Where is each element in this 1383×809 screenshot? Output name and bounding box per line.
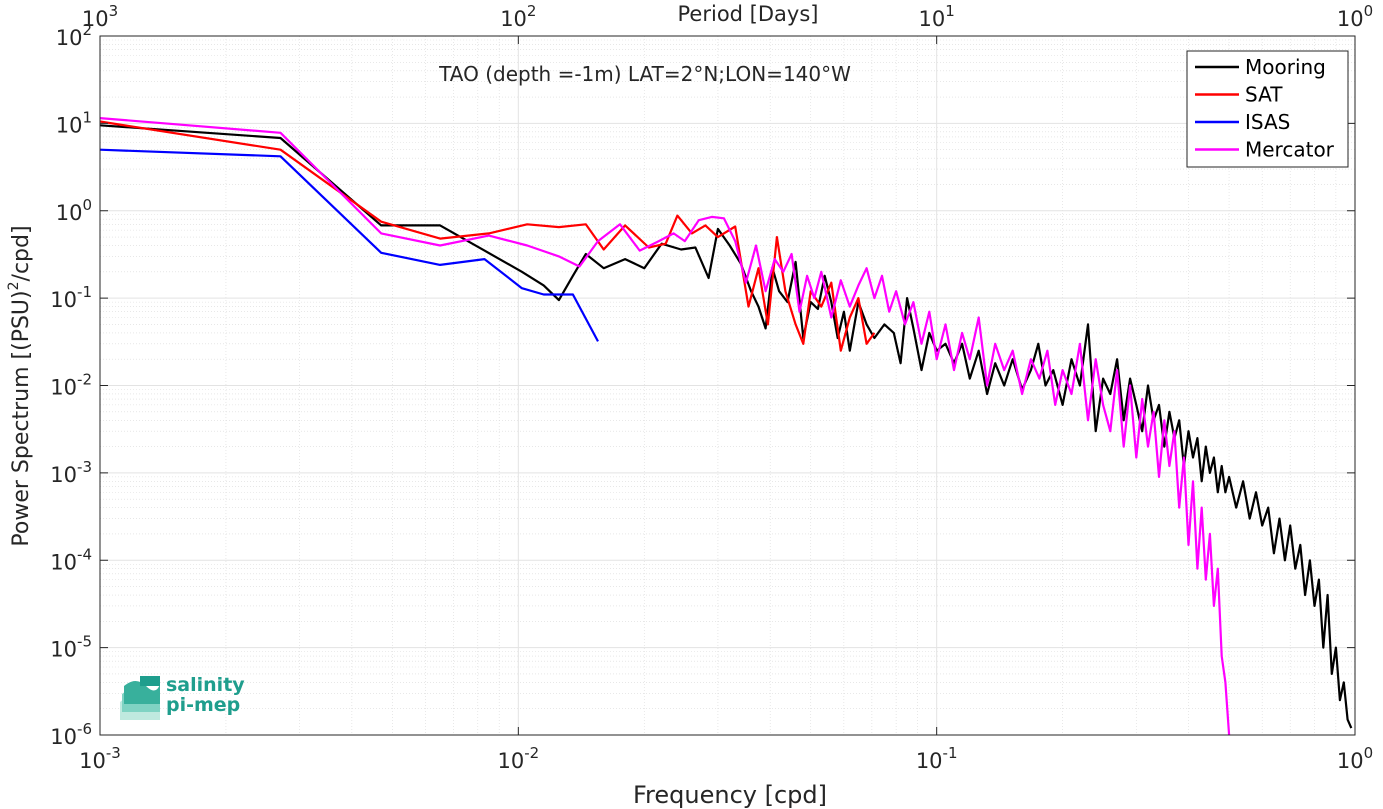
y-tick-label-base: 10 (50, 638, 77, 662)
top-tick-label-exp: 0 (1364, 2, 1374, 20)
legend: Mooring SAT ISAS Mercator (1186, 50, 1349, 168)
y-tick-label: 10-5 (50, 633, 92, 662)
top-tick-label: 102 (500, 2, 536, 31)
series-line-isas (99, 148, 599, 342)
logo-line1: salinity (166, 674, 245, 696)
y-tick-label-base: 10 (50, 725, 77, 749)
y-axis-title-sup: 2 (6, 281, 22, 290)
y-tick-label-exp: -6 (77, 720, 92, 738)
y-tick-label: 10-3 (50, 458, 92, 487)
top-tick-label: 100 (1337, 2, 1373, 31)
x-tick-label-exp: -3 (106, 744, 121, 762)
y-tick-label: 10-2 (50, 371, 92, 400)
x-tick-label-base: 10 (79, 749, 106, 773)
y-tick-label-exp: 0 (82, 196, 92, 214)
legend-label-mercator: Mercator (1245, 138, 1335, 162)
y-tick-label-exp: -1 (77, 283, 92, 301)
y-tick-label-base: 10 (50, 550, 77, 574)
x-tick-label-exp: -1 (943, 744, 958, 762)
legend-label-sat: SAT (1245, 83, 1283, 107)
y-tick-label-base: 10 (50, 376, 77, 400)
x-axis-title: Frequency [cpd] (633, 781, 827, 809)
y-tick-label-exp: -5 (77, 633, 92, 651)
series-line-sat (99, 120, 876, 352)
y-tick-label: 10-4 (50, 545, 92, 574)
y-axis-title: Power Spectrum [(PSU)2/cpd] (6, 225, 34, 546)
series-layer (99, 117, 1353, 736)
x-tick-label-base: 10 (497, 749, 524, 773)
top-tick-label: 103 (82, 2, 118, 31)
y-tick-label-base: 10 (56, 201, 83, 225)
x-tick-label: 10-2 (497, 744, 539, 773)
salinity-pi-mep-logo: salinity pi-mep (116, 672, 256, 724)
top-tick-label-exp: 1 (945, 2, 955, 20)
x-tick-label-exp: -2 (524, 744, 539, 762)
y-tick-label: 10-1 (50, 283, 92, 312)
wave-logo-icon (120, 676, 160, 720)
y-tick-label: 10-6 (50, 720, 92, 749)
top-tick-label-base: 10 (919, 7, 946, 31)
legend-label-isas: ISAS (1245, 110, 1290, 134)
y-tick-label-base: 10 (50, 463, 77, 487)
y-tick-label-exp: 2 (82, 21, 92, 39)
x-tick-label: 100 (1337, 744, 1373, 773)
y-tick-label-base: 10 (50, 288, 77, 312)
y-tick-label: 101 (56, 108, 92, 137)
legend-box (1186, 50, 1349, 168)
chart-title: TAO (depth =-1m) LAT=2°N;LON=140°W (438, 62, 851, 86)
y-tick-label-exp: -3 (77, 458, 92, 476)
top-tick-label-base: 10 (1337, 7, 1364, 31)
y-tick-label-exp: -2 (77, 371, 92, 389)
y-axis-title-end: /cpd] (9, 225, 34, 281)
top-tick-label: 101 (919, 2, 955, 31)
top-tick-label-base: 10 (500, 7, 527, 31)
x-tick-label-exp: 0 (1364, 744, 1374, 762)
y-tick-label-exp: -4 (77, 545, 92, 563)
x-tick-label: 10-1 (916, 744, 958, 773)
top-tick-label-base: 10 (82, 7, 109, 31)
top-tick-label-exp: 3 (109, 2, 119, 20)
y-tick-label-base: 10 (56, 113, 83, 137)
x-tick-label-base: 10 (916, 749, 943, 773)
tick-labels: 10-3 10-2 10-1 10010-610-510-410-310-210-11… (50, 2, 1373, 773)
top-tick-label-exp: 2 (527, 2, 537, 20)
y-tick-label-base: 10 (56, 26, 83, 50)
logo-line2: pi-mep (166, 694, 241, 716)
x-tick-label: 10-3 (79, 744, 121, 773)
y-tick-label: 102 (56, 21, 92, 50)
legend-label-mooring: Mooring (1245, 55, 1326, 79)
y-tick-label: 100 (56, 196, 92, 225)
y-axis-title-main: Power Spectrum [(PSU) (9, 290, 34, 546)
x-tick-label-base: 10 (1337, 749, 1364, 773)
series-line-mercator (99, 117, 1231, 736)
y-tick-label-exp: 1 (82, 108, 92, 126)
minor-grid (100, 36, 1355, 735)
top-axis-title: Period [Days] (678, 2, 819, 26)
